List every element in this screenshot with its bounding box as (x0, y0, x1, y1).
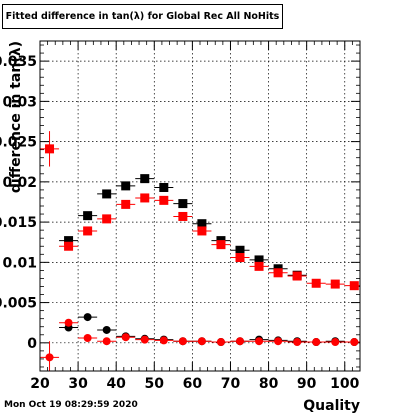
data-point-square (216, 240, 226, 250)
data-point-circle (216, 338, 225, 347)
data-point-square (235, 253, 245, 263)
data-point-circle (293, 338, 302, 347)
data-point-square (178, 211, 188, 221)
data-point-square (197, 226, 207, 236)
y-tick-label: 0.02 (2, 175, 37, 191)
y-tick-label: 0.01 (2, 255, 37, 271)
grid-lines (40, 41, 360, 371)
data-point-square (121, 181, 131, 191)
data-point-square (83, 226, 93, 236)
x-axis-label: Quality (303, 398, 360, 414)
data-point-circle (45, 353, 54, 362)
data-point-circle (350, 338, 359, 347)
data-point-circle (178, 337, 187, 346)
y-tick-label: 0.015 (0, 215, 37, 231)
data-point-square (254, 261, 264, 271)
data-point-circle (121, 333, 130, 342)
data-point-square (140, 193, 150, 203)
data-point-circle (274, 337, 283, 346)
data-point-circle (83, 334, 92, 342)
data-point-circle (255, 337, 264, 346)
data-point-square (121, 199, 131, 209)
x-tick-label: 70 (221, 376, 241, 392)
data-point-square (64, 236, 74, 246)
x-tick-label: 60 (183, 376, 203, 392)
y-tick-label: 0.03 (2, 94, 37, 110)
data-point-circle (331, 338, 340, 347)
data-point-circle (102, 337, 111, 346)
data-point-square (83, 211, 93, 221)
x-tick-label: 50 (145, 376, 165, 392)
x-tick-label: 90 (297, 376, 317, 392)
data-point-circle (159, 336, 168, 345)
chart-title-box: Fitted difference in tan(λ) for Global R… (2, 4, 283, 29)
x-tick-label: 20 (30, 376, 50, 392)
data-point-square (292, 271, 302, 281)
data-points (40, 131, 360, 371)
data-point-circle (83, 313, 92, 322)
data-point-circle (236, 337, 244, 346)
data-point-square (140, 174, 150, 184)
x-tick-label: 30 (68, 376, 88, 392)
chart-title: Fitted difference in tan(λ) for Global R… (5, 11, 280, 22)
data-point-circle (64, 318, 73, 327)
data-point-circle (312, 338, 321, 347)
data-point-square (45, 144, 55, 154)
x-tick-label: 80 (259, 376, 279, 392)
plot-frame (39, 40, 361, 372)
data-point-circle (102, 325, 111, 334)
axis-ticks (39, 41, 360, 371)
data-point-circle (197, 337, 206, 346)
data-point-square (159, 182, 169, 192)
data-point-square (178, 199, 188, 209)
data-point-square (197, 219, 207, 229)
footer-timestamp: Mon Oct 19 08:29:59 2020 (4, 400, 138, 410)
tick-labels: 20 30 40 50 60 70 80 90 100 0 0.005 0.01 0.015 0.02 0.… (0, 54, 360, 392)
data-point-square (235, 245, 245, 255)
data-point-square (311, 278, 321, 288)
data-point-square (330, 279, 340, 289)
y-axis-label: difference in tan(λ) (8, 41, 24, 193)
x-tick-label: 40 (106, 376, 126, 392)
data-marks (40, 131, 360, 371)
y-tick-label: 0.005 (0, 296, 37, 312)
data-point-square (64, 241, 74, 251)
data-point-circle (140, 335, 149, 344)
x-tick-label: 100 (330, 376, 359, 392)
data-point-square (102, 189, 112, 199)
y-tick-label: 0.035 (0, 54, 37, 70)
y-tick-label: 0 (27, 336, 37, 352)
data-point-square (349, 281, 359, 291)
data-point-square (102, 214, 112, 224)
data-point-square (159, 195, 169, 205)
data-point-square (254, 255, 264, 265)
y-tick-label: 0.025 (0, 135, 37, 151)
data-point-square (273, 268, 283, 278)
